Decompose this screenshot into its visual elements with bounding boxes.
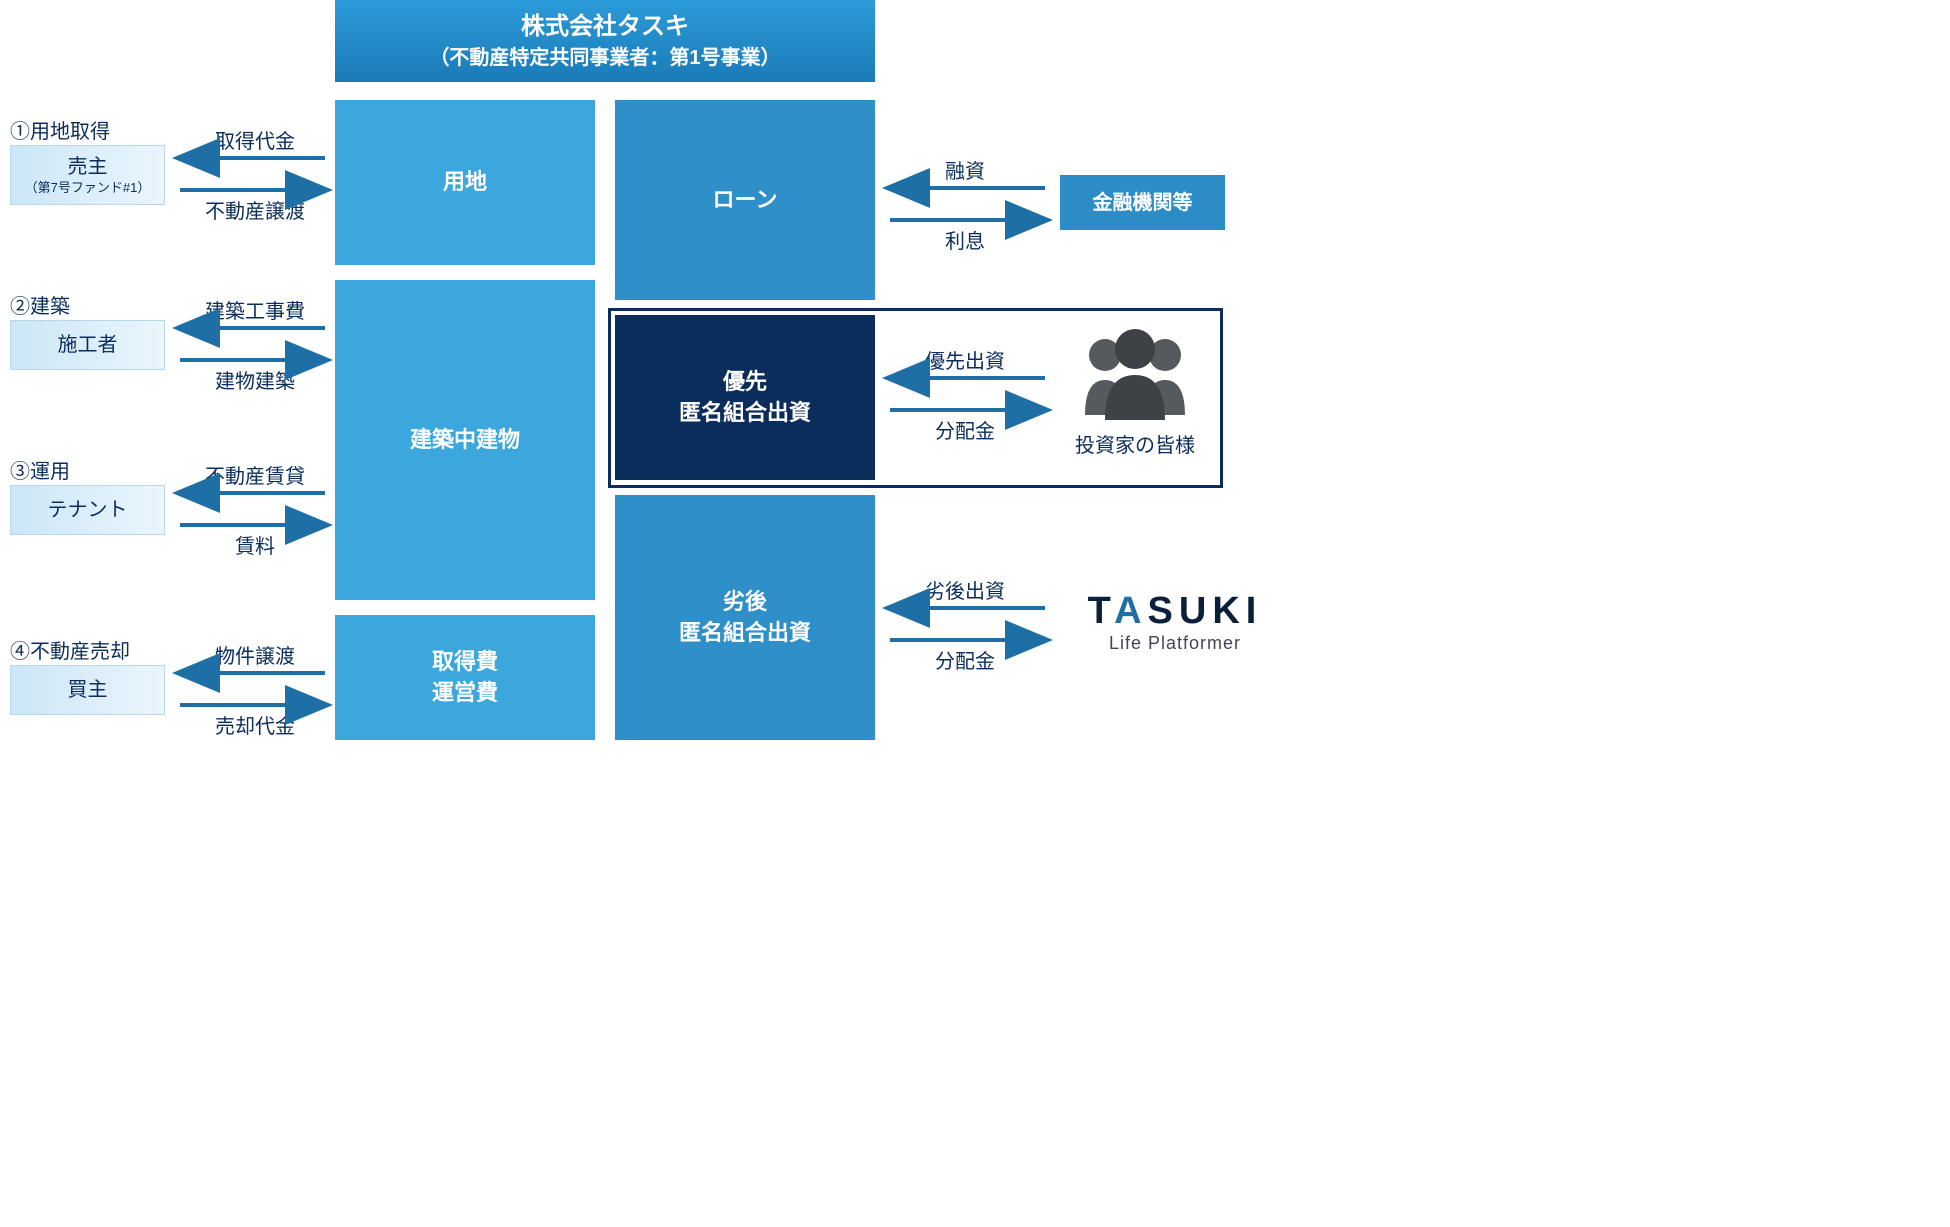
stage1-arrow-top: 取得代金 (195, 125, 315, 154)
tasuki-logo-main: TASUKI (1055, 590, 1295, 633)
header-box: 株式会社タスキ （不動産特定共同事業者：第1号事業） (335, 0, 875, 82)
center-left-building: 建築中建物 (335, 280, 595, 600)
stage4-arrow-top: 物件譲渡 (195, 640, 315, 669)
tasuki-logo-sub: Life Platformer (1055, 633, 1295, 654)
people-icon (1070, 325, 1200, 420)
center-left-costs: 取得費 運営費 (335, 615, 595, 740)
center-right-sub: 劣後 匿名組合出資 (615, 495, 875, 740)
stage2-arrow-top: 建築工事費 (195, 295, 315, 324)
stage3-arrow-top: 不動産賃貸 (195, 460, 315, 489)
right3-arrow-top: 劣後出資 (905, 575, 1025, 604)
right1-arrow-top: 融資 (905, 155, 1025, 184)
stage3-box: テナント (10, 485, 165, 535)
header-subtitle: （不動産特定共同事業者：第1号事業） (429, 44, 780, 72)
stage2-arrow-bottom: 建物建築 (195, 365, 315, 394)
stage1-label: ①用地取得 (10, 115, 110, 144)
center-left-land: 用地 (335, 100, 595, 265)
stage1-box: 売主 （第7号ファンド#1） (10, 145, 165, 205)
stage4-label: ④不動産売却 (10, 635, 130, 664)
stage3-arrow-bottom: 賃料 (195, 530, 315, 559)
tasuki-logo: TASUKI Life Platformer (1055, 590, 1295, 654)
investors-label: 投資家の皆様 (1055, 429, 1215, 458)
right1-arrow-bottom: 利息 (905, 225, 1025, 254)
investors-block: 投資家の皆様 (1055, 325, 1215, 458)
right2-arrow-top: 優先出資 (905, 345, 1025, 374)
stage2-box: 施工者 (10, 320, 165, 370)
right2-arrow-bottom: 分配金 (905, 415, 1025, 444)
center-right-loan: ローン (615, 100, 875, 300)
stage1-arrow-bottom: 不動産譲渡 (195, 195, 315, 224)
right3-arrow-bottom: 分配金 (905, 645, 1025, 674)
stage4-box: 買主 (10, 665, 165, 715)
stage3-label: ③運用 (10, 455, 70, 484)
financial-inst-box: 金融機関等 (1060, 175, 1225, 230)
stage2-label: ②建築 (10, 290, 70, 319)
stage4-arrow-bottom: 売却代金 (195, 710, 315, 739)
header-title: 株式会社タスキ (521, 10, 689, 44)
